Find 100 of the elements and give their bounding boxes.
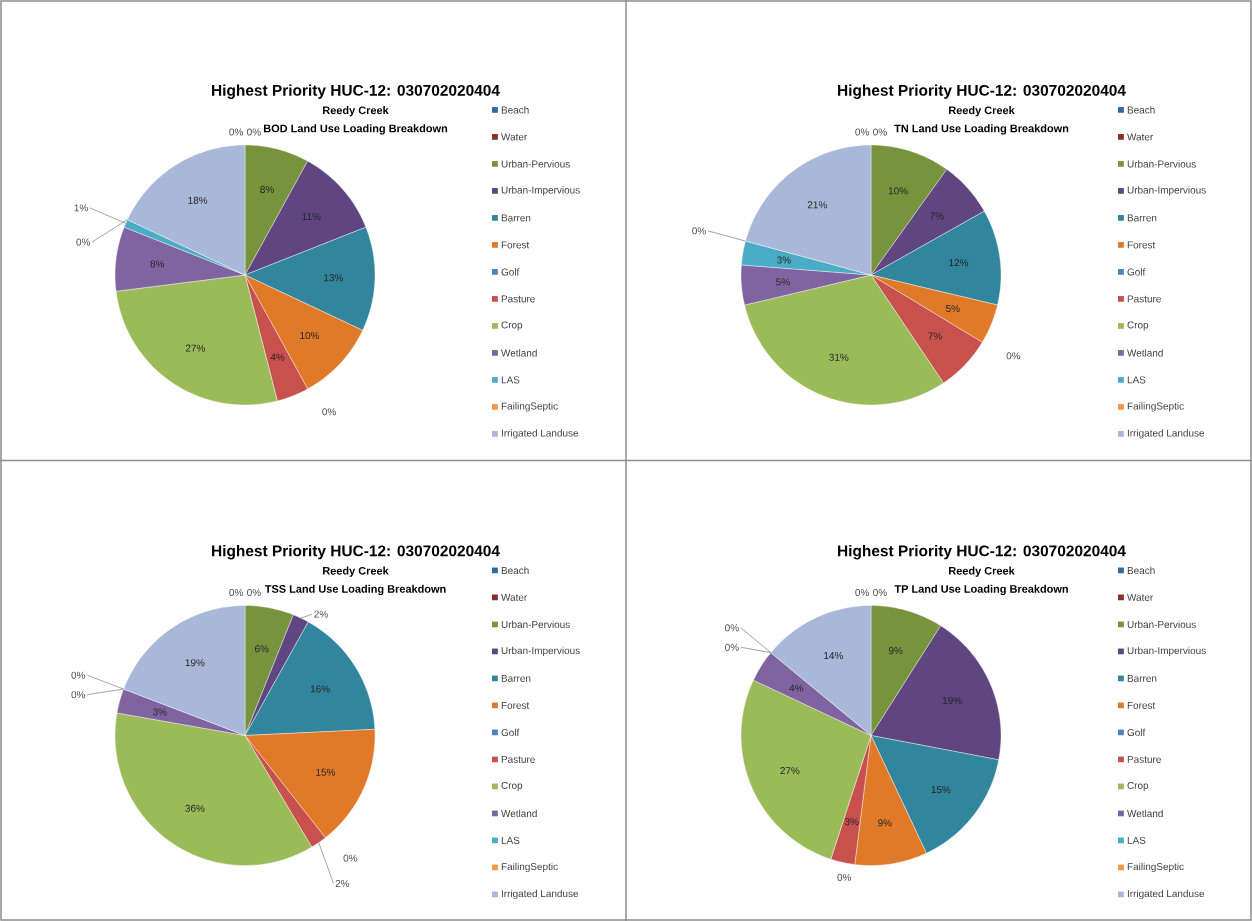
data-label: 1% xyxy=(74,204,88,212)
data-label: 19% xyxy=(942,696,962,704)
data-label: 15% xyxy=(931,786,951,794)
legend-label: Wetland xyxy=(501,349,537,357)
text: 0% xyxy=(322,408,336,416)
data-label: 7% xyxy=(930,212,944,220)
legend-label: FailingSeptic xyxy=(1127,862,1184,873)
legend-label: Crop xyxy=(501,781,523,791)
legend-label: Urban-Pervious xyxy=(1127,620,1196,629)
chart-subtitle: Reedy Creek xyxy=(323,566,389,577)
legend-label: Pasture xyxy=(501,295,535,303)
legend-label: Water xyxy=(501,133,528,141)
data-label: 9% xyxy=(888,647,903,655)
data-label: 10% xyxy=(300,332,320,340)
data-label: 2% xyxy=(314,610,328,618)
legend-label: Irrigated Landuse xyxy=(1127,429,1205,439)
legend-label: Wetland xyxy=(1127,349,1163,357)
data-label: 8% xyxy=(150,260,165,268)
data-label: 18% xyxy=(188,196,208,204)
legend-label: Barren xyxy=(1127,214,1157,222)
legend-label: Forest xyxy=(1127,701,1156,709)
legend-label: Water xyxy=(501,593,528,601)
data-label: 12% xyxy=(949,259,969,267)
text: TP Land Use Loading Breakdown xyxy=(894,584,1068,596)
legend-label: FailingSeptic xyxy=(501,402,558,412)
legend-label: Wetland xyxy=(501,809,537,818)
data-label: 15% xyxy=(316,768,336,776)
legend-label: Urban-Impervious xyxy=(1127,646,1206,657)
legend-label: Irrigated Landuse xyxy=(501,429,579,439)
text: 0% xyxy=(725,643,739,651)
legend-label: Barren xyxy=(1127,674,1157,682)
text: 0% xyxy=(692,227,706,235)
legend-label: FailingSeptic xyxy=(1127,402,1184,412)
chart-subtitle: Reedy Creek xyxy=(323,106,389,117)
data-label: 31% xyxy=(829,353,849,361)
legend-label: LAS xyxy=(501,836,520,844)
text: 0% xyxy=(229,128,243,136)
legend-label: Beach xyxy=(501,106,529,114)
data-label: 10% xyxy=(888,187,908,195)
text: 0% xyxy=(725,624,739,632)
legend-label: Pasture xyxy=(501,755,535,763)
text: 0% xyxy=(247,128,261,136)
data-label: 5% xyxy=(776,278,790,286)
data-label: 27% xyxy=(185,344,205,352)
data-label: 14% xyxy=(824,652,843,660)
data-label: 3% xyxy=(777,256,791,264)
legend-label: Beach xyxy=(501,566,529,575)
legend-label: Irrigated Landuse xyxy=(501,889,579,900)
chart-title: Highest Priority HUC-12: 030702020404 xyxy=(212,84,500,99)
text: 0% xyxy=(873,128,887,136)
legend-label: Forest xyxy=(501,241,530,249)
text: 0% xyxy=(873,588,887,597)
data-label: 27% xyxy=(780,767,800,775)
legend-label: Beach xyxy=(1127,566,1155,575)
data-label: 3% xyxy=(844,818,859,826)
chart-title: Highest Priority HUC-12: 030702020404 xyxy=(838,544,1126,560)
legend-label: Urban-Pervious xyxy=(1127,160,1196,168)
legend-label: Golf xyxy=(1127,268,1146,276)
data-label: 16% xyxy=(310,685,330,693)
legend-label: FailingSeptic xyxy=(501,862,558,873)
legend-label: Urban-Impervious xyxy=(501,186,580,196)
text: 0% xyxy=(837,873,852,881)
legend-label: LAS xyxy=(1127,836,1146,844)
legend-label: LAS xyxy=(1127,376,1146,384)
text: 0% xyxy=(1006,352,1021,360)
text: BOD Land Use Loading Breakdown xyxy=(264,124,448,135)
chart-title: Highest Priority HUC-12: 030702020404 xyxy=(212,544,500,560)
data-label: 36% xyxy=(185,804,205,812)
legend-label: Urban-Pervious xyxy=(501,160,570,168)
data-label: 11% xyxy=(302,213,321,221)
legend-label: Water xyxy=(1127,593,1154,601)
text: TSS Land Use Loading Breakdown xyxy=(264,584,446,596)
text: 0% xyxy=(343,854,358,862)
text: TN Land Use Loading Breakdown xyxy=(894,124,1069,135)
data-label: 8% xyxy=(260,185,274,193)
text: 0% xyxy=(71,671,86,679)
legend-label: Pasture xyxy=(1127,755,1161,763)
text: 0% xyxy=(229,588,243,597)
chart-subtitle: Reedy Creek xyxy=(949,106,1015,117)
data-label: 5% xyxy=(946,305,960,313)
data-label: 6% xyxy=(255,645,269,653)
data-label: 4% xyxy=(270,353,285,361)
data-label: 19% xyxy=(185,659,205,667)
legend-label: Urban-Pervious xyxy=(501,620,570,629)
chart-subtitle: Reedy Creek xyxy=(949,566,1015,577)
legend-label: Barren xyxy=(501,214,531,222)
chart-title: Highest Priority HUC-12: 030702020404 xyxy=(838,84,1126,99)
legend-label: Golf xyxy=(1127,728,1146,737)
legend-label: Urban-Impervious xyxy=(501,646,580,657)
legend-label: Crop xyxy=(501,321,523,331)
legend-label: LAS xyxy=(501,376,520,384)
data-label: 7% xyxy=(928,332,942,340)
data-label: 9% xyxy=(878,819,892,827)
legend-label: Pasture xyxy=(1127,295,1161,303)
legend-label: Crop xyxy=(1127,321,1149,331)
text: 0% xyxy=(247,588,261,597)
data-label: 13% xyxy=(324,274,343,282)
data-label: 2% xyxy=(335,880,350,888)
legend-label: Wetland xyxy=(1127,809,1163,818)
data-label: 3% xyxy=(152,708,167,716)
